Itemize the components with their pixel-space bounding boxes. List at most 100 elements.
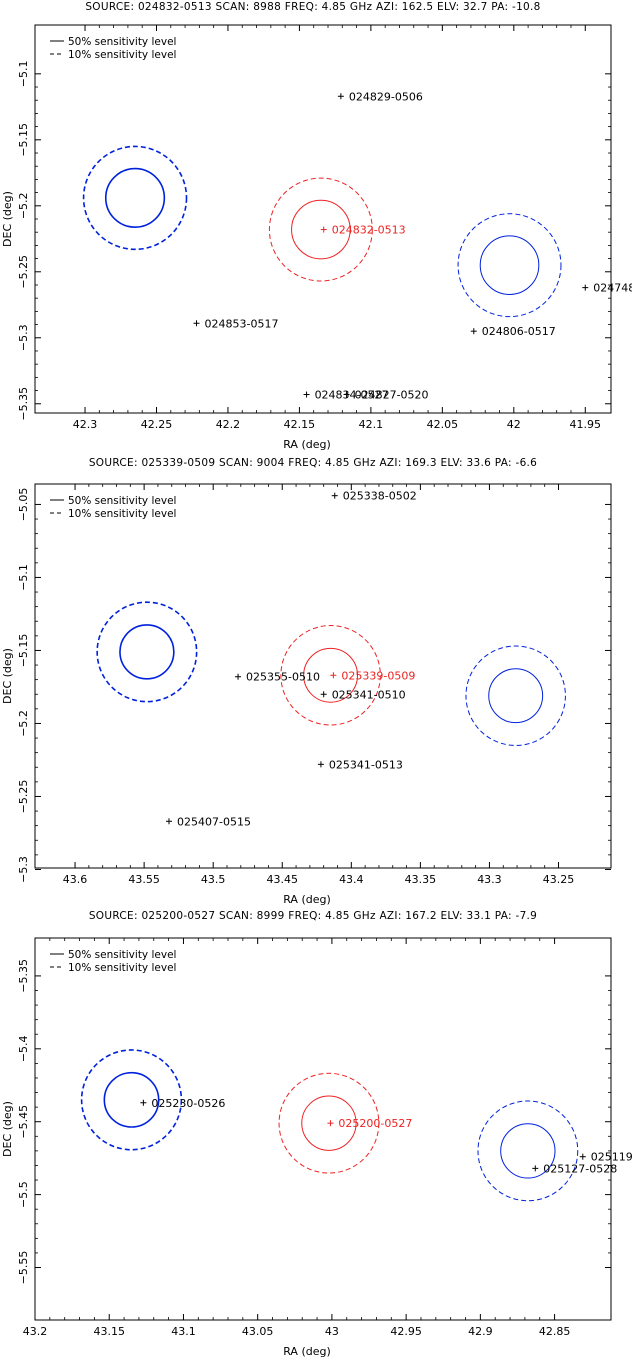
- source-label: 025339-0509: [341, 669, 415, 682]
- source-marker: [582, 284, 589, 291]
- chart-title: SOURCE: 025339-0509 SCAN: 9004 FREQ: 4.8…: [89, 457, 537, 469]
- beam-10pct-circle: [465, 645, 566, 746]
- beam-50pct-circle: [291, 199, 351, 260]
- source-label: 025355-0510: [246, 671, 320, 684]
- x-tick-label: 43.55: [128, 873, 160, 886]
- source-marker: [193, 320, 200, 327]
- source-label: 024832-0513: [332, 224, 406, 237]
- y-tick-label: −5.2: [17, 192, 30, 219]
- x-tick-label: 42.9: [468, 1325, 493, 1338]
- x-tick-label: 43.45: [267, 873, 299, 886]
- legend-entry: 10% sensitivity level: [68, 962, 176, 974]
- plot-frame: [34, 937, 612, 1321]
- source-label: 024853-0517: [205, 317, 279, 330]
- source-label: 025230-0526: [151, 1097, 225, 1110]
- source-marker: [140, 1099, 147, 1106]
- source-label: 025338-0502: [343, 490, 417, 503]
- source-label: 025341-0510: [332, 688, 406, 701]
- source-label: 024806-0517: [482, 325, 556, 338]
- y-tick-label: −5.15: [17, 634, 30, 668]
- y-tick-label: −5.1: [17, 564, 30, 591]
- source-marker: [327, 1120, 334, 1127]
- source-marker: [343, 391, 350, 398]
- source-label: 024748-05: [593, 282, 632, 295]
- x-tick-label: 42.2: [216, 418, 241, 431]
- y-tick-label: −5.15: [17, 123, 30, 157]
- beam-10pct-circle: [96, 601, 198, 703]
- x-tick-label: 43: [325, 1325, 339, 1338]
- x-tick-label: 43.15: [93, 1325, 125, 1338]
- y-tick-label: −5.25: [17, 780, 30, 814]
- source-marker: [317, 761, 324, 768]
- legend-entry: 50% sensitivity level: [68, 949, 176, 961]
- beam-10pct-circle: [268, 177, 373, 282]
- y-tick-label: −5.35: [17, 959, 30, 993]
- beam-10pct-circle: [457, 213, 562, 318]
- x-tick-label: 43.4: [339, 873, 364, 886]
- source-marker: [337, 93, 344, 100]
- x-axis-label: RA (deg): [283, 1345, 331, 1358]
- beam-10pct-circle: [477, 1100, 579, 1202]
- y-tick-label: −5.35: [17, 387, 30, 421]
- beam-50pct-circle: [119, 624, 175, 680]
- chart-panel-3: SOURCE: 025200-0527 SCAN: 8999 FREQ: 4.8…: [1, 910, 632, 1358]
- source-marker: [303, 391, 310, 398]
- source-label: 024827-0520: [355, 389, 429, 402]
- y-axis-label: DEC (deg): [1, 191, 14, 247]
- source-marker: [235, 673, 242, 680]
- y-tick-label: −5.3: [17, 324, 30, 351]
- beam-10pct-circle: [280, 625, 381, 726]
- x-tick-label: 43.5: [201, 873, 226, 886]
- y-axis-label: DEC (deg): [1, 1101, 14, 1157]
- x-tick-label: 42.05: [427, 418, 459, 431]
- source-marker: [165, 818, 172, 825]
- plot-frame: [34, 24, 612, 414]
- beam-50pct-circle: [103, 1071, 160, 1128]
- beam-50pct-circle: [301, 1095, 357, 1151]
- y-axis-label: DEC (deg): [1, 648, 14, 704]
- x-tick-label: 43.05: [242, 1325, 274, 1338]
- y-tick-label: −5.2: [17, 710, 30, 737]
- x-tick-label: 43.2: [23, 1325, 48, 1338]
- x-tick-label: 42.95: [390, 1325, 422, 1338]
- beam-10pct-circle: [80, 1049, 183, 1151]
- beam-50pct-circle: [500, 1123, 556, 1179]
- source-label: 025407-0515: [177, 815, 251, 828]
- x-tick-label: 42: [507, 418, 521, 431]
- x-tick-label: 42.85: [539, 1325, 571, 1338]
- chart-title: SOURCE: 024832-0513 SCAN: 8988 FREQ: 4.8…: [85, 1, 540, 13]
- legend-entry: 10% sensitivity level: [68, 49, 176, 61]
- y-tick-label: −5.5: [17, 1181, 30, 1208]
- x-tick-label: 42.15: [284, 418, 316, 431]
- legend-entry: 50% sensitivity level: [68, 495, 176, 507]
- y-tick-label: −5.1: [17, 60, 30, 87]
- x-tick-label: 43.6: [63, 873, 88, 886]
- source-label: 025127-0528: [543, 1162, 617, 1175]
- source-label: 025200-0527: [338, 1117, 412, 1130]
- source-label: 025341-0513: [329, 758, 403, 771]
- legend-entry: 50% sensitivity level: [68, 36, 176, 48]
- x-tick-label: 43.1: [171, 1325, 196, 1338]
- beam-50pct-circle: [488, 668, 544, 724]
- source-marker: [532, 1165, 539, 1172]
- x-tick-label: 43.25: [543, 873, 575, 886]
- source-marker: [320, 226, 327, 233]
- x-tick-label: 42.25: [141, 418, 173, 431]
- y-tick-label: −5.4: [17, 1035, 30, 1062]
- x-tick-label: 43.35: [405, 873, 437, 886]
- source-marker: [331, 492, 338, 499]
- source-label: 024829-0506: [349, 90, 423, 103]
- chart-panel-2: SOURCE: 025339-0509 SCAN: 9004 FREQ: 4.8…: [1, 457, 612, 906]
- plot-frame: [34, 483, 612, 869]
- source-marker: [470, 328, 477, 335]
- legend-entry: 10% sensitivity level: [68, 508, 176, 520]
- beam-50pct-circle: [104, 167, 166, 228]
- beam-10pct-circle: [278, 1072, 380, 1174]
- x-tick-label: 41.95: [570, 418, 602, 431]
- source-marker: [330, 672, 337, 679]
- x-tick-label: 43.3: [477, 873, 502, 886]
- y-tick-label: −5.05: [17, 488, 30, 522]
- source-label: 025119-0528: [591, 1151, 632, 1164]
- source-marker: [579, 1153, 586, 1160]
